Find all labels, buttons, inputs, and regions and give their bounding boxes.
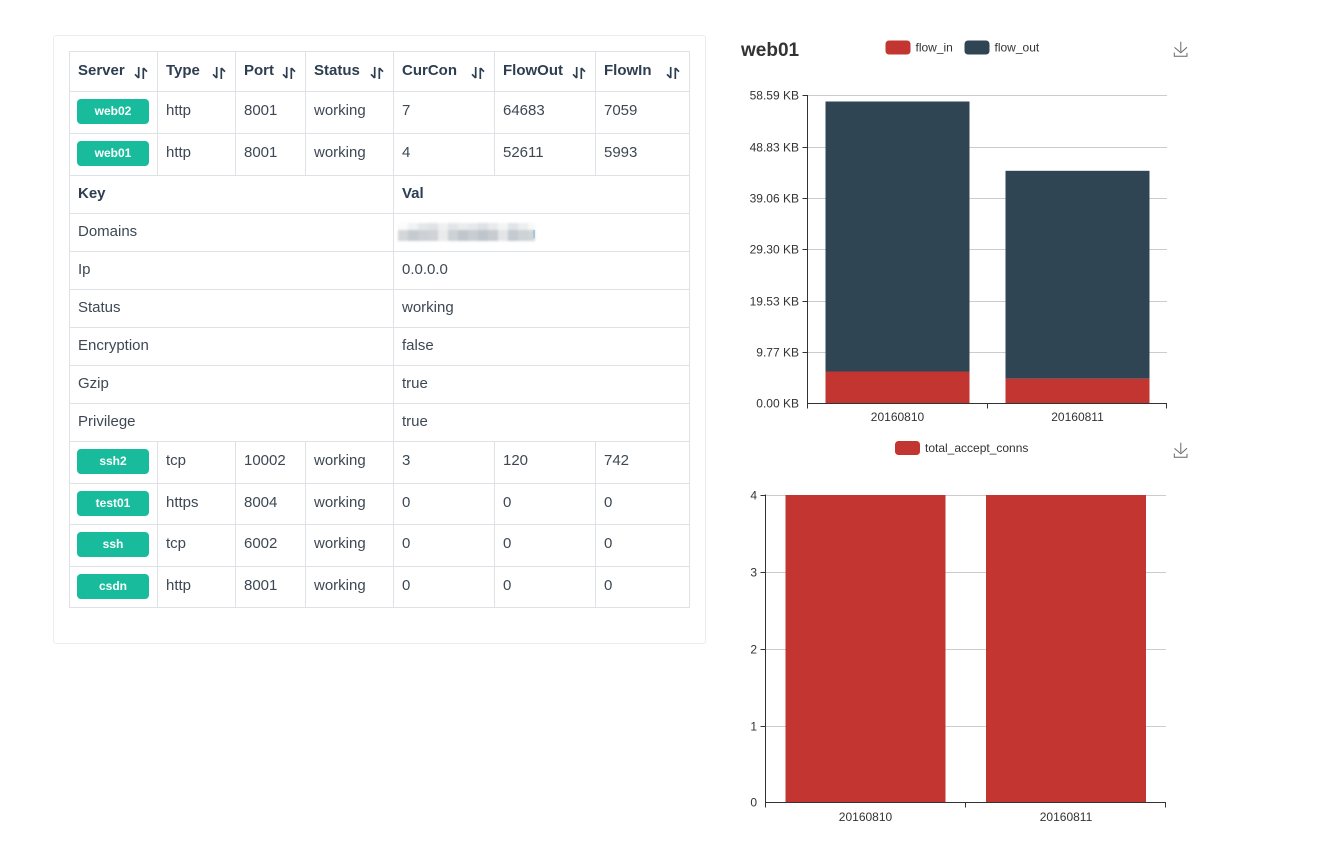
- svg-text:flow_out: flow_out: [995, 41, 1040, 55]
- svg-text:29.30 KB: 29.30 KB: [750, 243, 799, 257]
- svg-text:39.06 KB: 39.06 KB: [750, 192, 799, 206]
- svg-text:20160811: 20160811: [1040, 810, 1093, 824]
- svg-text:20160810: 20160810: [839, 810, 893, 824]
- svg-text:48.83 KB: 48.83 KB: [750, 141, 799, 155]
- svg-text:2: 2: [750, 643, 757, 657]
- svg-text:19.53 KB: 19.53 KB: [750, 295, 799, 309]
- svg-text:9.77 KB: 9.77 KB: [756, 346, 799, 360]
- svg-text:58.59 KB: 58.59 KB: [750, 89, 799, 103]
- svg-text:0.00 KB: 0.00 KB: [756, 397, 799, 411]
- svg-text:3: 3: [750, 566, 757, 580]
- svg-text:1: 1: [750, 720, 757, 734]
- svg-text:20160811: 20160811: [1051, 410, 1104, 424]
- svg-text:20160810: 20160810: [871, 410, 925, 424]
- svg-text:0: 0: [750, 796, 757, 810]
- svg-text:web01: web01: [740, 40, 800, 61]
- svg-text:total_accept_conns: total_accept_conns: [925, 441, 1028, 455]
- svg-text:4: 4: [750, 489, 757, 503]
- svg-text:flow_in: flow_in: [916, 41, 953, 55]
